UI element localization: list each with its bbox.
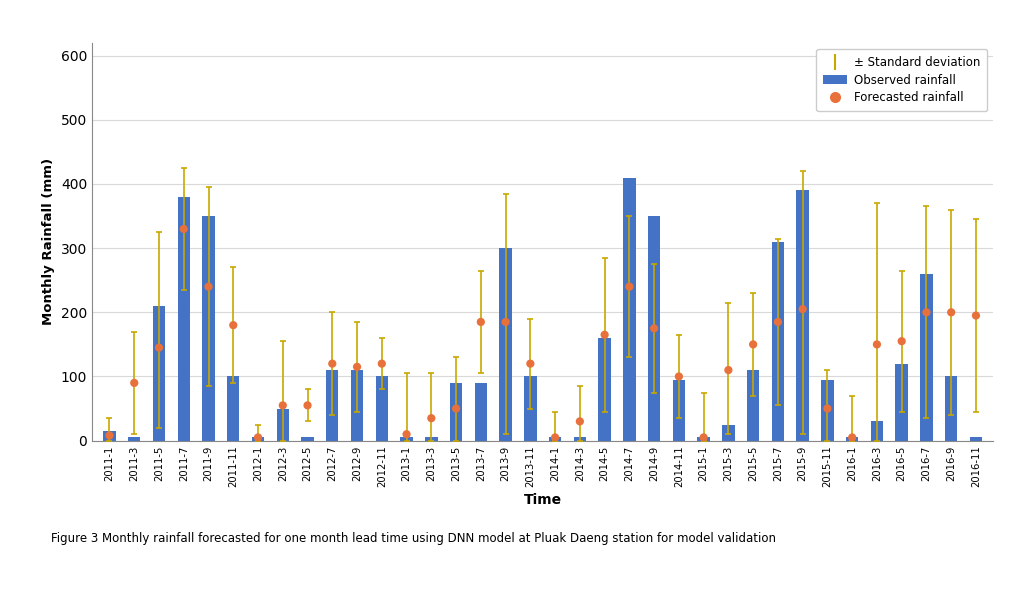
Point xyxy=(522,359,539,368)
Bar xyxy=(103,431,116,441)
Point xyxy=(101,431,118,441)
Point xyxy=(695,433,712,442)
Bar xyxy=(797,190,809,441)
Point xyxy=(571,417,588,427)
Point xyxy=(943,307,959,317)
Y-axis label: Monthly Rainfall (mm): Monthly Rainfall (mm) xyxy=(42,158,55,326)
Bar xyxy=(326,370,339,441)
Bar xyxy=(746,370,760,441)
Bar xyxy=(945,376,957,441)
Point xyxy=(374,359,390,368)
Bar xyxy=(624,177,636,441)
Legend: ± Standard deviation, Observed rainfall, Forecasted rainfall: ± Standard deviation, Observed rainfall,… xyxy=(816,49,987,111)
Bar xyxy=(301,438,313,441)
Point xyxy=(894,336,910,346)
Bar xyxy=(970,438,982,441)
Bar xyxy=(177,197,189,441)
Bar xyxy=(896,364,908,441)
Point xyxy=(596,330,612,340)
Point xyxy=(819,404,836,414)
Point xyxy=(919,307,935,317)
Bar xyxy=(128,438,140,441)
Bar xyxy=(400,438,413,441)
Bar xyxy=(573,438,586,441)
Text: Figure 3 Monthly rainfall forecasted for one month lead time using DNN model at : Figure 3 Monthly rainfall forecasted for… xyxy=(51,532,776,545)
Bar xyxy=(722,425,734,441)
Bar xyxy=(203,216,215,441)
Point xyxy=(868,340,885,349)
X-axis label: Time: Time xyxy=(523,493,562,507)
Point xyxy=(720,365,736,375)
Point xyxy=(447,404,464,414)
Bar xyxy=(846,438,858,441)
Point xyxy=(770,317,786,327)
Bar xyxy=(425,438,437,441)
Point xyxy=(844,433,860,442)
Bar xyxy=(821,379,834,441)
Bar xyxy=(697,438,710,441)
Bar xyxy=(276,409,289,441)
Bar xyxy=(450,383,462,441)
Point xyxy=(250,433,266,442)
Point xyxy=(274,400,291,410)
Point xyxy=(225,320,242,330)
Point xyxy=(398,430,415,439)
Point xyxy=(349,362,366,371)
Bar xyxy=(351,370,364,441)
Point xyxy=(622,282,638,291)
Bar xyxy=(500,248,512,441)
Point xyxy=(795,304,811,314)
Bar xyxy=(921,274,933,441)
Point xyxy=(325,359,341,368)
Bar xyxy=(227,376,240,441)
Bar xyxy=(648,216,660,441)
Bar xyxy=(549,438,561,441)
Bar xyxy=(772,242,784,441)
Bar xyxy=(524,376,537,441)
Point xyxy=(201,282,217,291)
Point xyxy=(547,433,563,442)
Point xyxy=(126,378,142,388)
Bar xyxy=(673,379,685,441)
Bar xyxy=(153,306,165,441)
Point xyxy=(968,311,984,321)
Point xyxy=(498,317,514,327)
Bar xyxy=(252,438,264,441)
Point xyxy=(151,343,167,353)
Bar xyxy=(376,376,388,441)
Point xyxy=(175,224,191,234)
Bar xyxy=(598,338,610,441)
Point xyxy=(646,324,663,334)
Bar xyxy=(475,383,487,441)
Point xyxy=(671,371,687,381)
Point xyxy=(744,340,761,349)
Point xyxy=(473,317,489,327)
Point xyxy=(299,400,315,410)
Bar xyxy=(870,422,883,441)
Point xyxy=(423,413,439,423)
